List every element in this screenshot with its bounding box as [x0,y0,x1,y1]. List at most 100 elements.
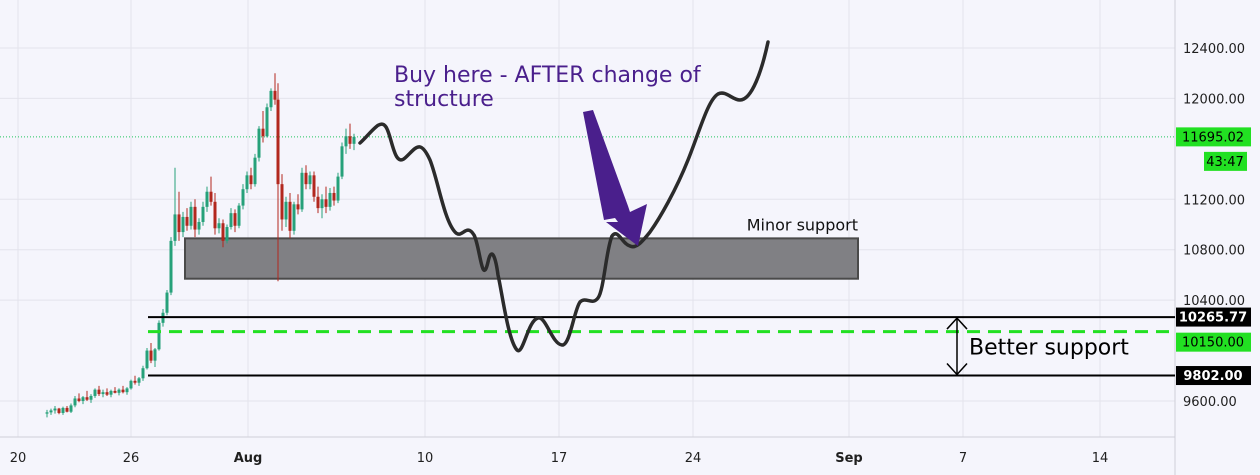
candle-body-49 [241,189,245,206]
candle-body-48 [237,205,241,226]
candle-body-67 [312,175,316,197]
candle-body-41 [209,191,213,202]
price-tick-12000.00: 12000.00 [1183,92,1245,107]
candle-body-32 [173,214,177,241]
candle-body-14 [101,392,105,395]
candle-body-45 [225,227,229,241]
candle-body-62 [292,204,296,231]
time-label-sep: Sep [835,451,863,466]
candle-body-42 [213,201,217,229]
candle-body-54 [261,128,265,137]
candle-body-44 [221,223,225,241]
minor-support-zone[interactable] [184,237,859,280]
candle-body-76 [348,136,352,144]
candle-body-21 [129,380,133,389]
time-label-24: 24 [685,451,702,466]
candle-body-75 [344,136,348,147]
candle-body-11 [89,395,93,400]
svg-text:10150.00: 10150.00 [1182,336,1244,351]
candle-body-31 [169,240,173,293]
candle-body-57 [273,90,277,100]
candle-body-71 [328,192,332,207]
candle-body-2 [53,408,57,411]
candle-body-30 [165,292,169,313]
candle-body-16 [109,390,113,395]
candle-body-39 [201,206,205,222]
candle-body-55 [265,107,269,137]
candle-body-52 [253,157,257,185]
price-axis-ticks: 12400.00 12000.00 11200.00 10800.00 10400.00… [1183,42,1245,410]
projected-price-path [358,40,770,353]
last-price-tag: 11695.02 43:47 [1176,127,1251,171]
candle-body-61 [288,201,292,231]
time-label-26: 26 [123,451,140,466]
candle-body-20 [125,388,129,393]
candle-body-8 [77,398,81,401]
candle-body-65 [304,172,308,185]
candle-body-56 [269,90,273,108]
candle-body-5 [65,407,69,412]
price-tick-10400.00: 10400.00 [1183,294,1245,309]
candle-body-77 [352,136,356,144]
candle-body-33 [177,214,181,233]
time-label-20: 20 [10,451,27,466]
candle-body-36 [189,206,193,226]
time-label-10: 10 [417,451,434,466]
dashed-line-tag: 10150.00 [1176,332,1251,352]
candle-body-43 [217,223,221,229]
candle-body-9 [81,397,85,401]
lower-line-tag: 9802.00 [1176,366,1251,386]
candle-body-74 [340,146,344,177]
better-support-label: Better support [969,335,1129,360]
candle-body-4 [61,407,65,413]
buy-signal-arrow [583,110,647,246]
candle-body-10 [85,397,89,400]
minor-support-label: Minor support [747,215,858,234]
svg-text:10265.77: 10265.77 [1179,311,1247,326]
time-label-7: 7 [959,451,967,466]
candle-body-19 [121,389,125,393]
candle-body-6 [69,405,73,412]
candle-body-72 [332,192,336,201]
price-tick-10800.00: 10800.00 [1183,244,1245,259]
candle-body-63 [296,204,300,210]
svg-text:9802.00: 9802.00 [1183,369,1242,384]
candle-body-7 [73,398,77,406]
price-tick-11200.00: 11200.00 [1183,193,1245,208]
candle-body-25 [145,350,149,369]
candle-body-66 [308,175,312,185]
candle-body-18 [117,389,121,393]
candle-body-51 [249,175,253,185]
candle-body-13 [97,389,101,395]
price-tick-9600.00: 9600.00 [1183,395,1237,410]
candle-body-26 [149,350,153,361]
price-tick-12400.00: 12400.00 [1183,42,1245,57]
time-label-14: 14 [1092,451,1109,466]
candle-body-24 [141,368,145,379]
candle-body-12 [93,389,97,396]
buy-annotation-line1: Buy here - AFTER change of [394,63,702,88]
candle-body-28 [157,322,161,350]
candle-body-1 [49,410,53,413]
candle-body-73 [336,176,340,201]
candle-body-37 [193,206,197,230]
svg-text:43:47: 43:47 [1206,155,1243,170]
candle-body-69 [320,199,324,209]
buy-annotation-line2: structure [394,87,494,112]
candle-body-64 [300,172,304,210]
time-axis-labels: 20 26 Aug 10 17 24 Sep 7 14 [10,451,1109,466]
candle-body-60 [284,201,288,220]
upper-line-tag: 10265.77 [1176,307,1251,327]
candle-body-23 [137,378,141,383]
candle-body-50 [245,175,249,190]
time-label-17: 17 [551,451,568,466]
candle-body-15 [105,392,109,395]
candle-body-0 [45,412,49,414]
candle-body-70 [324,199,328,207]
candle-body-22 [133,380,137,383]
candle-body-53 [257,128,261,158]
candle-body-40 [205,191,209,207]
better-support-range-arrow [946,316,968,376]
candlesticks [45,73,356,418]
